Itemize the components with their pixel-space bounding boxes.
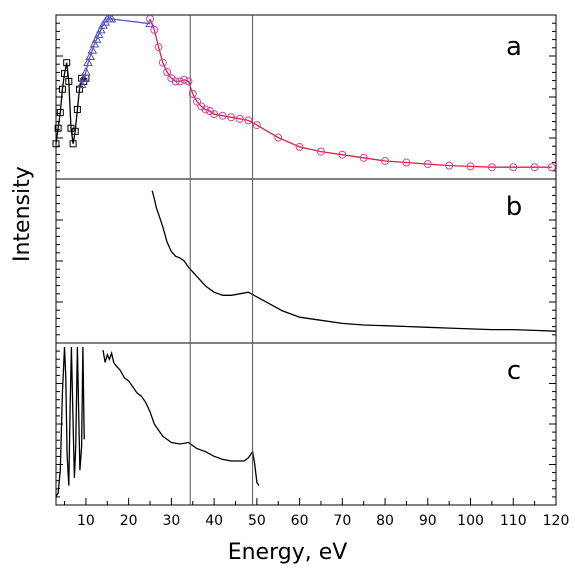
data-point (106, 13, 117, 23)
panel-c-series-1-line (102, 349, 260, 486)
panel-frame (55, 342, 557, 506)
data-point (73, 105, 81, 113)
data-point (85, 51, 96, 60)
data-point (175, 77, 184, 86)
data-point (65, 77, 73, 85)
data-point (76, 85, 84, 93)
x-tick-label: 120 (543, 513, 570, 529)
data-point (423, 160, 432, 169)
data-point (96, 24, 106, 34)
data-point (274, 133, 283, 142)
data-point (69, 140, 77, 148)
data-point (78, 73, 89, 82)
data-point (227, 113, 236, 122)
data-point (56, 109, 64, 117)
x-tick-label: 100 (457, 513, 484, 529)
data-point (71, 127, 79, 135)
x-tick-label: 10 (77, 513, 95, 529)
data-point (487, 163, 496, 172)
panel-label-a: a (506, 32, 522, 62)
data-point (509, 163, 518, 172)
panel-c: c (55, 342, 557, 506)
x-tick-label: 90 (419, 513, 437, 529)
panel-b-series-0-line (151, 190, 557, 332)
data-point (201, 105, 210, 114)
x-tick-label: 70 (333, 513, 351, 529)
data-point (87, 45, 98, 54)
panel-b: b (55, 178, 557, 344)
data-point (316, 147, 325, 156)
data-point (52, 140, 60, 148)
data-point (359, 153, 368, 162)
data-point (91, 34, 102, 43)
data-point (180, 75, 189, 84)
data-point (81, 67, 91, 76)
data-point (466, 162, 475, 171)
data-point (158, 58, 167, 67)
data-point (54, 124, 62, 132)
data-point (63, 59, 71, 67)
data-point (244, 116, 253, 125)
panel-frame (55, 14, 557, 180)
panel-label-c: c (507, 356, 521, 386)
panel-c-series-0-line (55, 346, 85, 497)
data-point (188, 89, 197, 98)
x-axis-label: Energy, eV (227, 540, 348, 565)
x-tick-label: 20 (120, 513, 138, 529)
data-point (83, 57, 93, 67)
data-point (381, 156, 390, 165)
data-point (171, 77, 180, 86)
panel-a-series-2-line (149, 18, 552, 168)
data-point (547, 163, 556, 172)
data-point (218, 111, 227, 120)
data-point (445, 161, 454, 170)
data-point (193, 97, 202, 106)
panel-label-b: b (506, 192, 523, 222)
y-axis-label: Intensity (10, 166, 35, 262)
data-point (295, 142, 304, 151)
data-point (58, 85, 66, 93)
x-tick-label: 110 (500, 513, 527, 529)
data-point (93, 29, 104, 39)
data-point (530, 163, 539, 172)
data-point (210, 110, 219, 119)
data-point (235, 114, 244, 123)
data-point (61, 70, 69, 78)
data-point (89, 38, 100, 48)
data-point (184, 77, 193, 86)
data-point (146, 15, 155, 23)
panel-a-series-1-line (80, 18, 151, 85)
x-tick-label: 40 (205, 513, 223, 529)
data-point (163, 68, 172, 77)
x-tick-label: 60 (291, 513, 309, 529)
data-point (154, 43, 163, 52)
x-tick-label: 50 (248, 513, 266, 529)
x-tick-label: 30 (162, 513, 180, 529)
data-point (76, 79, 87, 89)
data-point (150, 25, 159, 34)
data-point (252, 121, 261, 130)
x-tick-label: 80 (376, 513, 394, 529)
data-point (402, 158, 411, 167)
data-point (338, 150, 347, 159)
panel-a: a (52, 13, 557, 180)
